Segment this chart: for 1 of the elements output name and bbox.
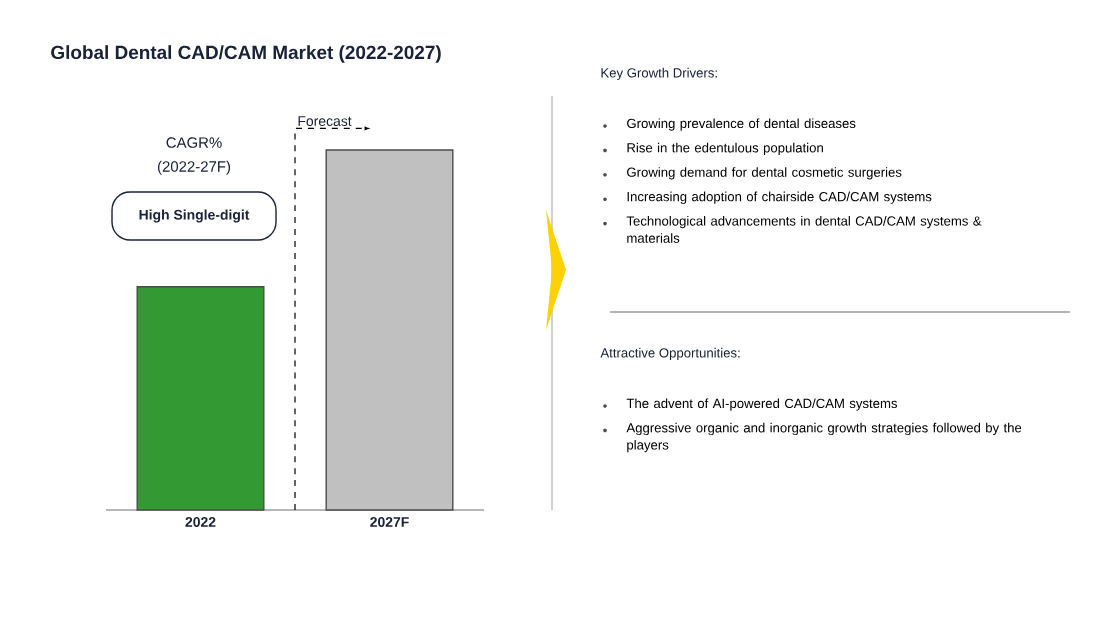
chart-title: Global Dental CAD/CAM Market (2022-2027)	[51, 45, 441, 63]
